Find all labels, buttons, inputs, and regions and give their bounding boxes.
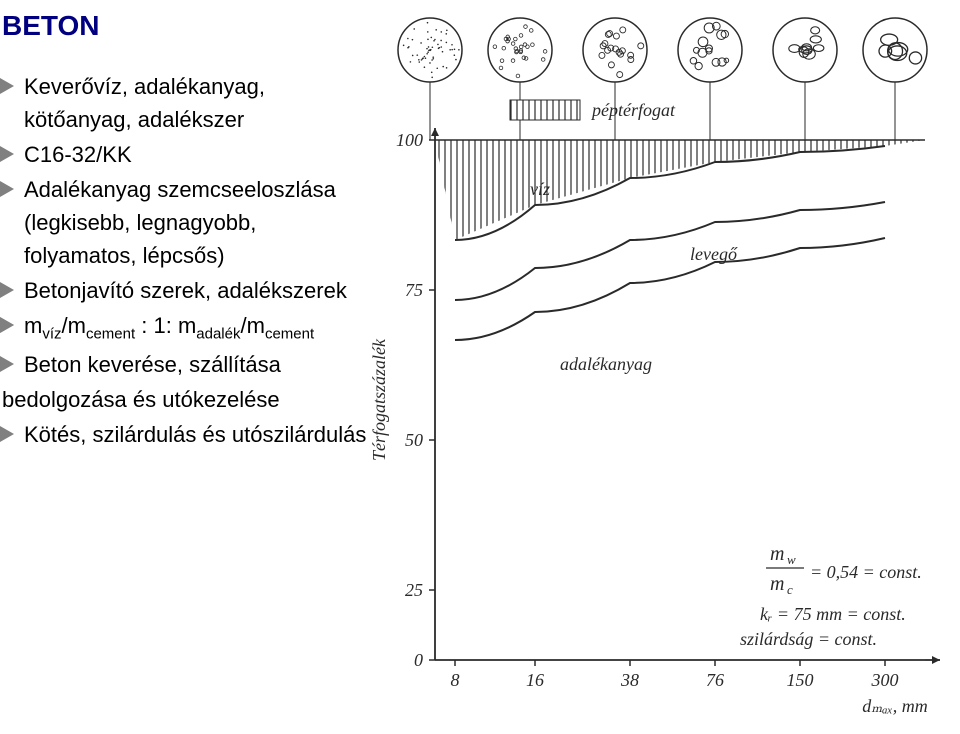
svg-text:dₘₐₓ, mm: dₘₐₓ, mm bbox=[862, 696, 927, 716]
bullet-text: bedolgozása és utókezelése bbox=[2, 387, 280, 412]
bullet-text: Beton keverése, szállítása bbox=[24, 352, 281, 377]
svg-text:8: 8 bbox=[451, 670, 460, 690]
svg-text:= 0,54 = const.: = 0,54 = const. bbox=[810, 562, 922, 582]
svg-text:150: 150 bbox=[787, 670, 814, 690]
svg-text:Térfogatszázalék: Térfogatszázalék bbox=[370, 338, 389, 461]
svg-text:m: m bbox=[770, 543, 784, 565]
svg-text:adalékanyag: adalékanyag bbox=[560, 354, 652, 374]
svg-text:16: 16 bbox=[526, 670, 544, 690]
svg-text:levegő: levegő bbox=[690, 244, 738, 264]
bullet-text: Kötés, szilárdulás és utószilárdulás bbox=[24, 422, 366, 447]
svg-text:76: 76 bbox=[706, 670, 724, 690]
bullet-icon bbox=[0, 78, 14, 94]
bullet-text: Betonjavító szerek, adalékszerek bbox=[24, 278, 347, 303]
svg-text:kᵣ = 75 mm = const.: kᵣ = 75 mm = const. bbox=[760, 604, 906, 624]
bullet-text: Adalékanyag szemcseeloszlása (legkisebb,… bbox=[24, 177, 336, 268]
svg-text:m: m bbox=[770, 573, 784, 595]
bullet-item: Betonjavító szerek, adalékszerek bbox=[0, 274, 370, 307]
bullet-item: Kötés, szilárdulás és utószilárdulás bbox=[0, 418, 370, 451]
svg-text:100: 100 bbox=[396, 130, 423, 150]
bullet-text: Keverővíz, adalékanyag, kötőanyag, adalé… bbox=[24, 74, 265, 132]
bullet-item: Adalékanyag szemcseeloszlása (legkisebb,… bbox=[0, 173, 370, 272]
svg-text:50: 50 bbox=[405, 430, 423, 450]
bullet-item: mvíz/mcement : 1: madalék/mcement bbox=[0, 309, 370, 346]
bullet-icon bbox=[0, 146, 14, 162]
svg-text:péptérfogat: péptérfogat bbox=[590, 100, 676, 120]
bullet-text: C16-32/KK bbox=[24, 142, 132, 167]
bullet-icon bbox=[0, 181, 14, 197]
svg-text:38: 38 bbox=[620, 670, 639, 690]
svg-text:25: 25 bbox=[405, 580, 423, 600]
bullet-item: C16-32/KK bbox=[0, 138, 370, 171]
bullet-item: bedolgozása és utókezelése bbox=[0, 383, 370, 416]
concrete-volume-chart: péptérfogat 100 75 50 25 0 Térfogatszázalék 8 16… bbox=[370, 0, 960, 734]
bullet-icon bbox=[0, 317, 14, 333]
page-title: BETON bbox=[0, 10, 370, 42]
bullet-item: Beton keverése, szállítása bbox=[0, 348, 370, 381]
svg-text:0: 0 bbox=[414, 650, 423, 670]
bullet-icon bbox=[0, 282, 14, 298]
svg-text:75: 75 bbox=[405, 280, 423, 300]
svg-text:w: w bbox=[787, 552, 796, 567]
bullet-icon bbox=[0, 426, 14, 442]
svg-text:c: c bbox=[787, 582, 793, 597]
svg-text:300: 300 bbox=[871, 670, 899, 690]
bullet-item: Keverővíz, adalékanyag, kötőanyag, adalé… bbox=[0, 70, 370, 136]
svg-text:szilárdság = const.: szilárdság = const. bbox=[740, 629, 877, 649]
bullet-icon bbox=[0, 356, 14, 372]
svg-text:víz: víz bbox=[530, 179, 550, 199]
bullet-list: Keverővíz, adalékanyag, kötőanyag, adalé… bbox=[0, 70, 370, 451]
